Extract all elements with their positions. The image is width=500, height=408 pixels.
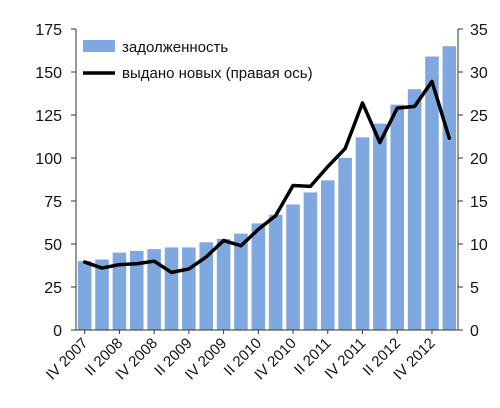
bar: [234, 233, 248, 330]
left-y-tick-label: 100: [35, 151, 62, 168]
left-y-tick-label: 0: [53, 323, 62, 340]
legend: задолженность выдано новых (правая ось): [83, 39, 313, 82]
bar: [95, 259, 109, 330]
bar: [182, 247, 196, 330]
bar: [425, 56, 439, 331]
bar: [147, 249, 161, 330]
axes: [75, 29, 459, 331]
right-y-tick-label: 35: [470, 22, 488, 39]
bar: [355, 137, 370, 330]
left-y-tick-label: 125: [35, 108, 62, 125]
line-path: [82, 79, 452, 275]
bar: [164, 247, 179, 330]
left-y-tick-label: 150: [35, 65, 62, 82]
right-y-tick-label: 25: [470, 108, 488, 125]
left-y-tick-label: 75: [44, 194, 62, 211]
bar: [268, 214, 283, 330]
bar: [251, 223, 266, 330]
right-y-tick-label: 15: [470, 194, 488, 211]
right-y-tick-labels: 0 5 10 15 20 25 30 35: [458, 22, 488, 340]
bar: [303, 192, 318, 330]
left-y-tick-label: 175: [35, 22, 62, 39]
right-y-tick-label: 30: [470, 65, 488, 82]
bar: [338, 158, 352, 330]
bar-series: [77, 46, 457, 331]
right-y-tick-label: 10: [470, 237, 488, 254]
bar: [407, 89, 422, 330]
bar: [321, 180, 335, 330]
x-tick-label: IV 2007: [43, 335, 92, 384]
legend-bar-swatch: [83, 40, 115, 52]
bar: [373, 123, 387, 330]
right-y-tick-label: 5: [470, 280, 479, 297]
bar: [390, 104, 404, 331]
left-y-tick-label: 25: [44, 280, 62, 297]
bar: [130, 250, 144, 330]
legend-line-label: выдано новых (правая ось): [122, 65, 313, 82]
bar: [216, 238, 231, 330]
bar: [442, 46, 457, 330]
right-y-tick-label: 20: [470, 151, 488, 168]
bar: [286, 204, 300, 330]
left-y-tick-label: 50: [44, 237, 62, 254]
legend-bar-label: задолженность: [122, 39, 228, 56]
bar: [199, 242, 213, 330]
right-y-tick-label: 0: [470, 323, 479, 340]
left-y-tick-labels: 0 25 50 75 100 125 150 175: [35, 22, 76, 340]
line-series: [82, 79, 452, 275]
bar: [112, 252, 127, 330]
bar: [77, 261, 92, 330]
